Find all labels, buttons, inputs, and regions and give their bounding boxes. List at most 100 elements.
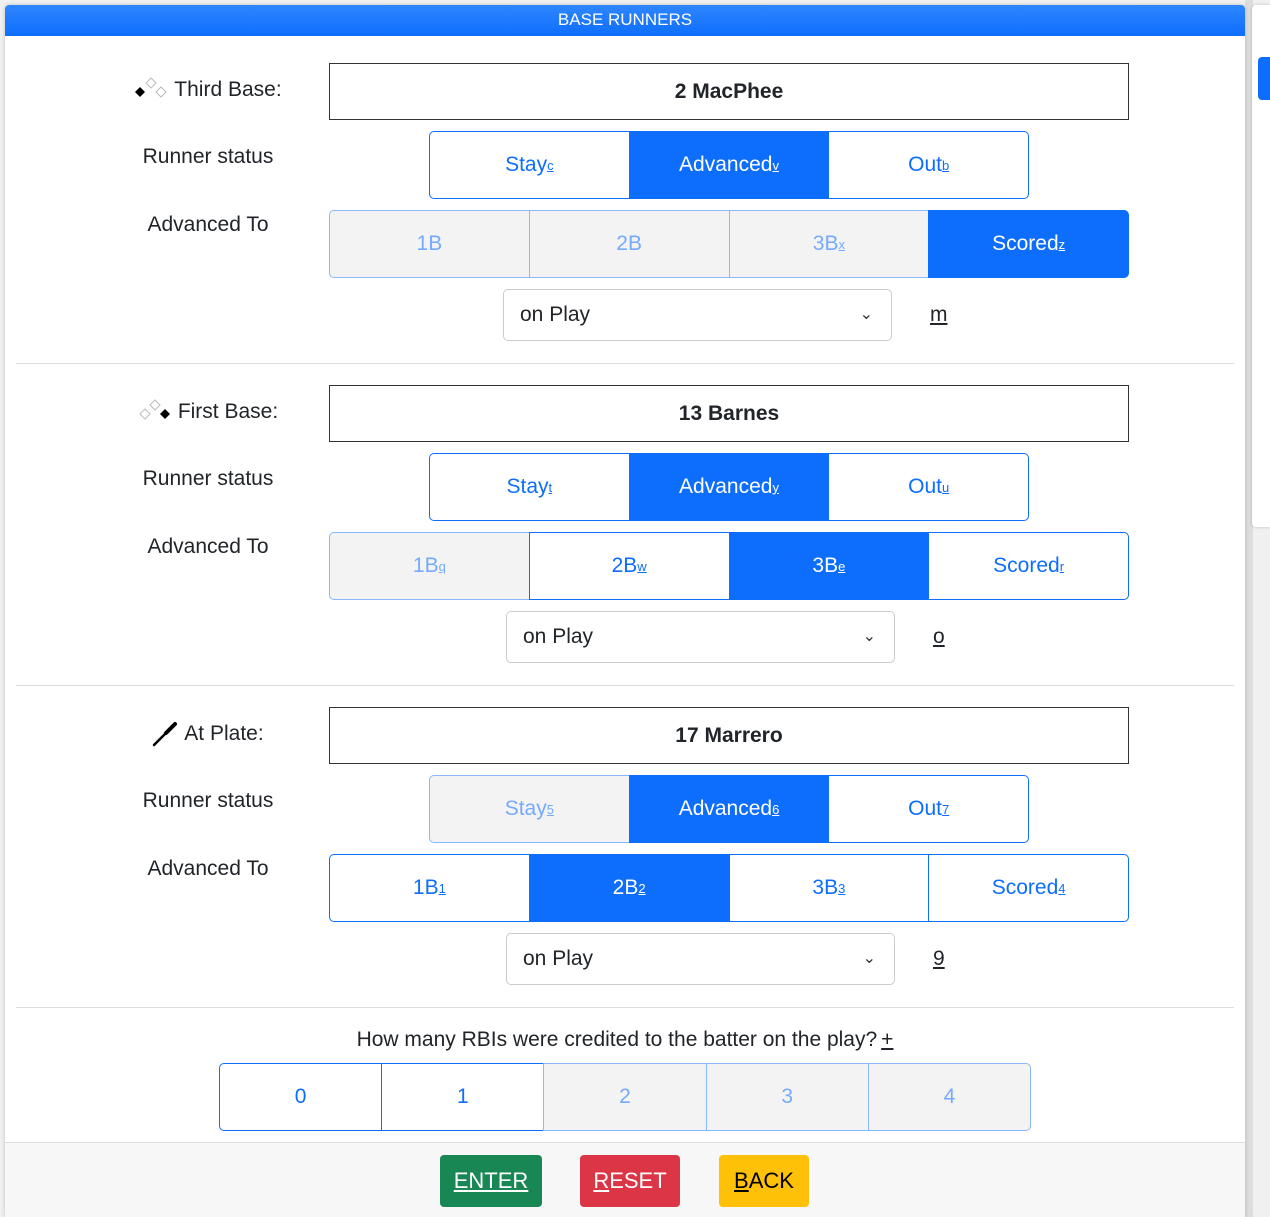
advance-2b-button[interactable]: 2B (528, 210, 730, 278)
advance-1b-button[interactable]: 1B (329, 210, 530, 278)
advance-scored-button-label: Scored (991, 876, 1059, 899)
shortcut-key: w (637, 558, 647, 574)
advance-3b-button[interactable]: 3B x (728, 210, 930, 278)
play-type-select[interactable]: on Play ⌄ (506, 933, 895, 985)
advance-scored-button[interactable]: Scored z (928, 210, 1129, 278)
advance-2b-button[interactable]: 2B 2 (528, 854, 730, 922)
shortcut-key: v (772, 157, 779, 173)
shortcut-key: 4 (1058, 880, 1066, 896)
status-stay-button-label: Stay (504, 797, 547, 820)
shortcut-key: 5 (546, 801, 554, 817)
shortcut-key: x (838, 236, 845, 252)
status-out-button-label: Out (908, 475, 942, 498)
shortcut-key: 2 (638, 880, 646, 896)
rbi-question: How many RBIs were credited to the batte… (5, 1028, 1245, 1052)
play-type-select[interactable]: on Play ⌄ (503, 289, 892, 341)
status-advanced-button[interactable]: Advanced y (628, 453, 830, 521)
status-advanced-button-label: Advanced (679, 475, 773, 498)
advanced-to-label: Advanced To (147, 857, 269, 880)
runner-status-group: Stay c Advanced v Out b (429, 131, 1030, 199)
chevron-down-icon: ⌄ (862, 628, 876, 645)
advance-1b-button-label: 1B (416, 232, 443, 255)
play-type-select[interactable]: on Play ⌄ (506, 611, 895, 663)
advance-scored-button-label: Scored (993, 554, 1060, 577)
status-advanced-button[interactable]: Advanced 6 (628, 775, 830, 843)
section-divider (16, 1007, 1234, 1008)
shortcut-key: q (438, 558, 446, 574)
select-shortcut-key[interactable]: m (930, 303, 948, 326)
shortcut-key: y (772, 479, 779, 495)
scrollbar-track[interactable] (1245, 0, 1253, 1217)
advanced-to-group: 1B 1 2B 2 3B 3 Scored 4 (329, 854, 1129, 922)
play-type-value: on Play (523, 625, 594, 648)
side-panel-button[interactable] (1258, 57, 1270, 100)
status-out-button[interactable]: Out 7 (828, 775, 1030, 843)
base-label-text: At Plate: (184, 722, 264, 745)
shortcut-key: u (941, 479, 950, 495)
runner-section: Third Base: Runner status Advanced To 2 Mac… (5, 41, 1245, 364)
advance-3b-button-label: 3B (812, 232, 839, 255)
rbi-4-button[interactable]: 4 (867, 1063, 1032, 1131)
advanced-to-label: Advanced To (147, 213, 269, 236)
advance-1b-button[interactable]: 1B q (329, 532, 530, 600)
advance-scored-button[interactable]: Scored r (928, 532, 1129, 600)
advance-3b-button-label: 3B (812, 876, 839, 899)
status-stay-button-label: Stay (506, 475, 549, 498)
back-button[interactable]: BACK (719, 1155, 809, 1207)
rbi-2-button-label: 2 (619, 1085, 631, 1108)
rbi-button-group: 0 1 2 3 4 (219, 1063, 1032, 1131)
rbi-1-button[interactable]: 1 (381, 1063, 545, 1131)
runner-name: 2 MacPhee (329, 63, 1129, 120)
status-advanced-button[interactable]: Advanced v (628, 131, 830, 199)
shortcut-key: 6 (772, 801, 780, 817)
advance-1b-button-label: 1B (412, 554, 439, 577)
play-type-value: on Play (520, 303, 591, 326)
advance-2b-button-label: 2B (611, 554, 638, 577)
rbi-0-button[interactable]: 0 (219, 1063, 383, 1131)
base-label: At Plate: (65, 721, 351, 747)
status-out-button[interactable]: Out b (828, 131, 1030, 199)
enter-button[interactable]: ENTER (440, 1155, 542, 1207)
rbi-3-button-label: 3 (781, 1085, 794, 1108)
base-label: First Base: (65, 399, 351, 425)
rbi-1-button-label: 1 (456, 1085, 469, 1108)
base-runners-modal: BASE RUNNERS Third Base: Runner status Adv… (5, 5, 1245, 1217)
advance-scored-button[interactable]: Scored 4 (928, 854, 1129, 922)
runner-section: First Base: Runner status Advanced To 13 Ba… (5, 363, 1245, 686)
rbi-3-button[interactable]: 3 (705, 1063, 869, 1131)
advance-1b-button-label: 1B (412, 876, 439, 899)
status-stay-button[interactable]: Stay 5 (429, 775, 630, 843)
runner-status-label: Runner status (142, 145, 274, 168)
runner-section: At Plate: Runner status Advanced To 17 Marr… (5, 685, 1245, 1008)
shortcut-key: t (548, 479, 553, 495)
status-stay-button[interactable]: Stay t (429, 453, 630, 521)
select-shortcut-key[interactable]: 9 (933, 947, 945, 970)
section-divider (16, 685, 1234, 686)
first-base-diamond-icon (138, 399, 172, 425)
status-out-button[interactable]: Out u (828, 453, 1030, 521)
status-stay-button[interactable]: Stay c (429, 131, 630, 199)
reset-button[interactable]: RESET (580, 1155, 680, 1207)
advance-3b-button[interactable]: 3B e (728, 532, 930, 600)
advance-scored-button-label: Scored (992, 232, 1059, 255)
runner-name: 13 Barnes (329, 385, 1129, 442)
rbi-2-button[interactable]: 2 (543, 1063, 707, 1131)
modal-title: BASE RUNNERS (5, 5, 1245, 36)
shortcut-key: e (838, 558, 846, 574)
rbi-0-button-label: 0 (294, 1085, 307, 1108)
advance-3b-button[interactable]: 3B 3 (728, 854, 930, 922)
shortcut-key: b (941, 157, 950, 173)
advanced-to-label: Advanced To (147, 535, 269, 558)
shortcut-key: 7 (941, 801, 950, 817)
base-label: Third Base: (65, 77, 351, 103)
runner-status-group: Stay 5 Advanced 6 Out 7 (429, 775, 1030, 843)
play-type-value: on Play (523, 947, 594, 970)
runner-status-label: Runner status (142, 789, 274, 812)
select-shortcut-key[interactable]: o (933, 625, 945, 648)
advance-2b-button[interactable]: 2B w (528, 532, 730, 600)
modal-footer: ENTER RESET BACK (5, 1142, 1245, 1217)
shortcut-key: z (1058, 236, 1066, 252)
advance-1b-button[interactable]: 1B 1 (329, 854, 530, 922)
shortcut-key: 3 (838, 880, 846, 896)
status-advanced-button-label: Advanced (678, 797, 773, 820)
